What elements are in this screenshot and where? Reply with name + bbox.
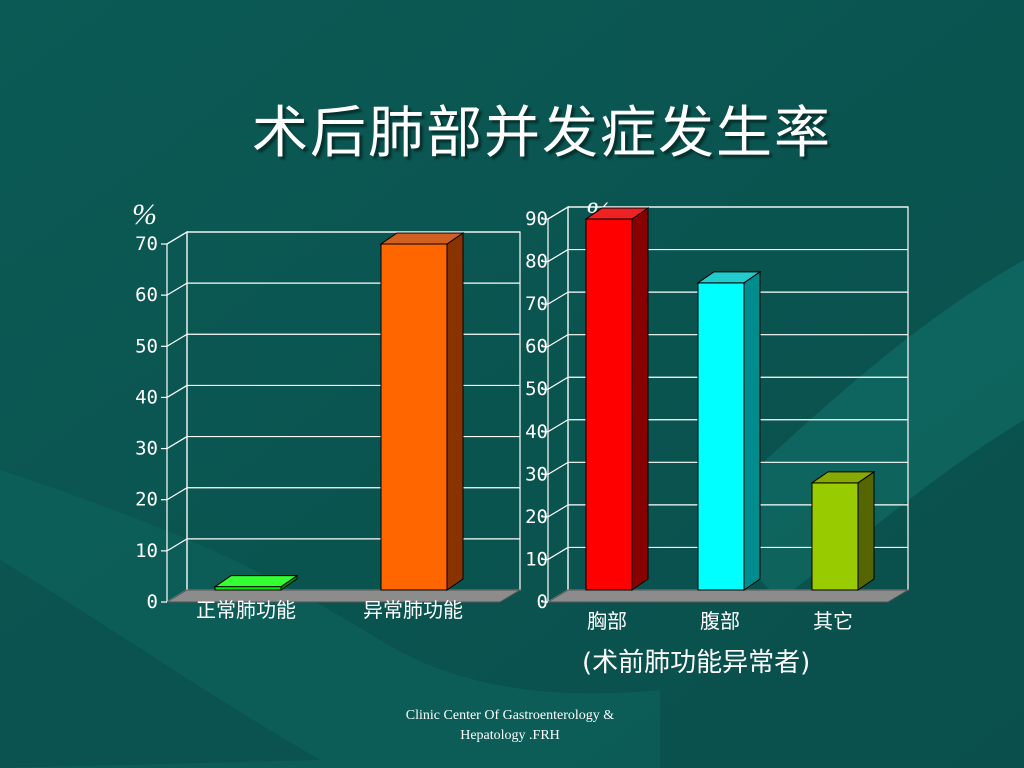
footer-line-2: Hepatology .FRH: [460, 728, 560, 743]
bar-1: [585, 218, 633, 591]
chart-plot-frame: [186, 231, 521, 591]
bar-side-2: [446, 232, 464, 591]
gridline-side: [547, 206, 569, 220]
gridline-side: [547, 249, 569, 263]
x-category-label: 胸部: [587, 609, 627, 633]
bar-3: [811, 482, 859, 591]
gridline-side: [547, 334, 569, 348]
bar-2: [697, 282, 745, 591]
y-tick-label: 60: [525, 336, 548, 358]
bar-top-1: [584, 207, 650, 220]
gridline-side: [166, 333, 188, 347]
x-category-label: 异常肺功能: [363, 598, 463, 622]
bar-1: [214, 586, 282, 591]
footer-line-1: Clinic Center Of Gastroenterology &: [405, 708, 615, 723]
gridline-side: [166, 487, 188, 501]
gridline-side: [547, 291, 569, 305]
bar-top-2: [379, 232, 465, 245]
chart-note: (术前肺功能异常者): [582, 648, 811, 678]
y-tick-label: 90: [525, 208, 548, 230]
bar-top-3: [810, 471, 876, 484]
y-tick-label: 70: [525, 293, 548, 315]
y-tick-label: 50: [135, 335, 158, 357]
y-tick-label: 10: [135, 540, 158, 562]
y-tick-label: 40: [525, 421, 548, 443]
bar-side-2: [743, 270, 761, 591]
y-tick-label: 30: [525, 463, 548, 485]
gridline-side: [547, 461, 569, 475]
y-tick-label: 60: [135, 284, 158, 306]
bar-top-2: [696, 271, 762, 284]
gridline-side: [547, 376, 569, 390]
bar-side-1: [631, 207, 649, 591]
gridline-side: [166, 538, 188, 552]
x-category-label: 腹部: [700, 609, 740, 633]
chart-floor: [546, 589, 910, 603]
gridline-side: [166, 282, 188, 296]
gridline-side: [547, 546, 569, 560]
y-tick-label: 10: [525, 548, 548, 570]
bar-side-3: [857, 470, 875, 591]
gridline-side: [166, 231, 188, 245]
slide-title: 术后肺部并发症发生率: [252, 101, 832, 166]
x-category-label: 其它: [813, 609, 853, 633]
bar-2: [380, 243, 448, 591]
y-tick-label: 0: [537, 591, 548, 613]
y-tick-label: 80: [525, 251, 548, 273]
y-tick-label: 30: [135, 438, 158, 460]
y-tick-label: 20: [135, 489, 158, 511]
y-tick-label: 40: [135, 386, 158, 408]
y-tick-label: 70: [135, 233, 158, 255]
bar-top-1: [213, 575, 299, 588]
footer-text: Clinic Center Of Gastroenterology & Hepa…: [360, 706, 660, 746]
y-tick-label: 20: [525, 506, 548, 528]
chart-left-wall: [547, 205, 569, 604]
gridline-side: [547, 419, 569, 433]
x-category-label: 正常肺功能: [196, 598, 296, 622]
y-tick-label: 50: [525, 378, 548, 400]
y-axis-label: %: [132, 198, 157, 231]
chart-left-wall: [166, 230, 188, 604]
gridline-side: [166, 384, 188, 398]
y-tick-label: 0: [147, 591, 158, 613]
gridline-side: [166, 436, 188, 450]
gridline-side: [547, 504, 569, 518]
